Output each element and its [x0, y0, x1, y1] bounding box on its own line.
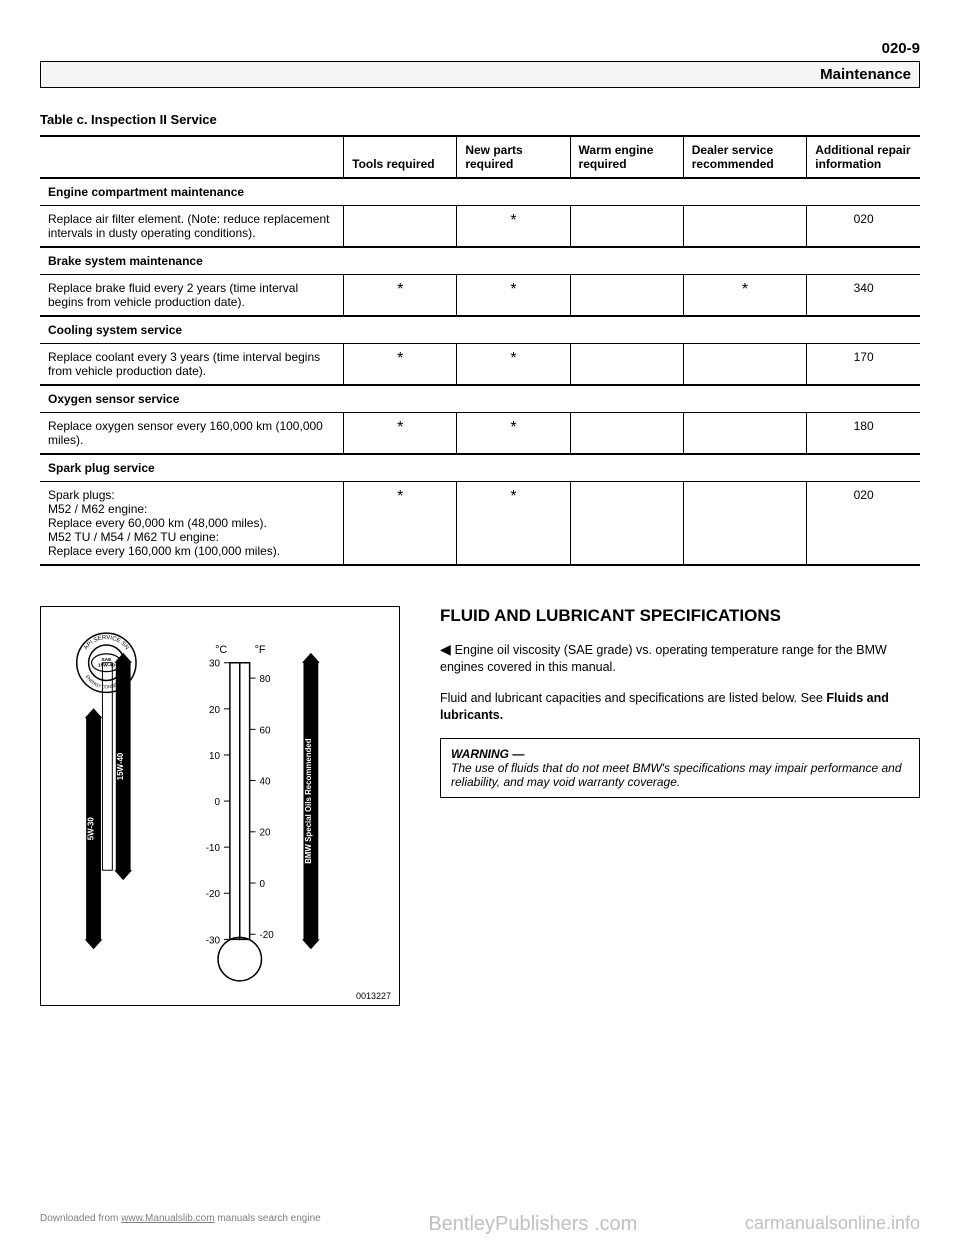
- row-cell: [683, 344, 807, 386]
- row-cell: *: [683, 275, 807, 317]
- row-cell: [570, 206, 683, 248]
- row-cell: *: [457, 275, 570, 317]
- col-warm-engine: Warm engine required: [570, 136, 683, 178]
- viscosity-chart: SAE 15W-40 API SERVICE SN ENERGY CONSERV…: [40, 606, 400, 1006]
- svg-text:-30: -30: [206, 935, 221, 946]
- row-cell: *: [344, 413, 457, 455]
- row-cell: 020: [807, 482, 920, 566]
- footer-center-watermark: BentleyPublishers .com: [428, 1213, 637, 1236]
- col-tools: Tools required: [344, 136, 457, 178]
- row-cell: [570, 275, 683, 317]
- row-desc: Replace brake fluid every 2 years (time …: [40, 275, 344, 317]
- col-new-parts: New parts required: [457, 136, 570, 178]
- spec-section: FLUID AND LUBRICANT SPECIFICATIONS Engin…: [440, 606, 920, 1006]
- row-cell: *: [344, 482, 457, 566]
- section-header: Cooling system service: [40, 316, 920, 344]
- row-cell: [570, 482, 683, 566]
- svg-text:SAE: SAE: [101, 657, 112, 663]
- page-number: 020-9: [40, 40, 920, 57]
- svg-text:°F: °F: [255, 644, 266, 656]
- svg-text:0: 0: [215, 797, 221, 808]
- svg-text:30: 30: [209, 659, 220, 670]
- row-cell: 170: [807, 344, 920, 386]
- warning-box: WARNING — The use of fluids that do not …: [440, 738, 920, 798]
- row-cell: *: [457, 482, 570, 566]
- spec-para-1: Engine oil viscosity (SAE grade) vs. ope…: [440, 640, 920, 676]
- row-desc: Spark plugs: M52 / M62 engine: Replace e…: [40, 482, 344, 566]
- footer-left: Downloaded from www.Manualslib.com manua…: [40, 1213, 321, 1236]
- svg-text:40: 40: [260, 777, 271, 788]
- row-cell: *: [457, 206, 570, 248]
- row-cell: *: [344, 275, 457, 317]
- table-title: Table c. Inspection II Service: [40, 112, 920, 127]
- section-header: Spark plug service: [40, 454, 920, 482]
- row-cell: 020: [807, 206, 920, 248]
- spec-para-2a: Fluid and lubricant capacities and speci…: [440, 691, 826, 705]
- warning-head: WARNING —: [451, 747, 524, 761]
- section-header: Brake system maintenance: [40, 247, 920, 275]
- svg-text:BMW Special Oils Recommended: BMW Special Oils Recommended: [304, 738, 313, 864]
- row-desc: Replace oxygen sensor every 160,000 km (…: [40, 413, 344, 455]
- col-desc: [40, 136, 344, 178]
- row-cell: [683, 413, 807, 455]
- svg-text:-10: -10: [206, 843, 221, 854]
- row-desc: Replace air filter element. (Note: reduc…: [40, 206, 344, 248]
- section-header: Engine compartment maintenance: [40, 178, 920, 206]
- chart-image-id: 0013227: [356, 991, 391, 1001]
- footer-left-c: manuals search engine: [215, 1213, 321, 1224]
- service-table: Tools required New parts required Warm e…: [40, 135, 920, 566]
- svg-text:20: 20: [260, 828, 271, 839]
- svg-text:60: 60: [260, 725, 271, 736]
- section-banner: Maintenance: [40, 61, 920, 88]
- footer: Downloaded from www.Manualslib.com manua…: [40, 1213, 920, 1236]
- footer-right-watermark: carmanualsonline.info: [745, 1213, 920, 1236]
- svg-text:°C: °C: [215, 644, 227, 656]
- spec-title: FLUID AND LUBRICANT SPECIFICATIONS: [440, 606, 920, 626]
- spec-para-2: Fluid and lubricant capacities and speci…: [440, 690, 920, 724]
- section-header: Oxygen sensor service: [40, 385, 920, 413]
- col-dealer: Dealer service recommended: [683, 136, 807, 178]
- row-cell: *: [457, 344, 570, 386]
- svg-text:10: 10: [209, 751, 220, 762]
- svg-text:5W-30: 5W-30: [87, 817, 96, 841]
- svg-text:0: 0: [260, 879, 266, 890]
- row-cell: [683, 206, 807, 248]
- svg-text:-20: -20: [260, 930, 275, 941]
- row-cell: 180: [807, 413, 920, 455]
- footer-left-link[interactable]: www.Manualslib.com: [121, 1213, 214, 1224]
- row-cell: 340: [807, 275, 920, 317]
- svg-text:15W-40: 15W-40: [116, 752, 125, 780]
- col-additional: Additional repair information: [807, 136, 920, 178]
- row-cell: *: [457, 413, 570, 455]
- svg-text:-20: -20: [206, 889, 221, 900]
- footer-left-a: Downloaded from: [40, 1213, 121, 1224]
- row-cell: [570, 413, 683, 455]
- row-cell: [344, 206, 457, 248]
- row-cell: [570, 344, 683, 386]
- row-cell: [683, 482, 807, 566]
- row-desc: Replace coolant every 3 years (time inte…: [40, 344, 344, 386]
- svg-text:20: 20: [209, 705, 220, 716]
- row-cell: *: [344, 344, 457, 386]
- svg-text:80: 80: [260, 674, 271, 685]
- warning-text: The use of fluids that do not meet BMW's…: [451, 761, 902, 789]
